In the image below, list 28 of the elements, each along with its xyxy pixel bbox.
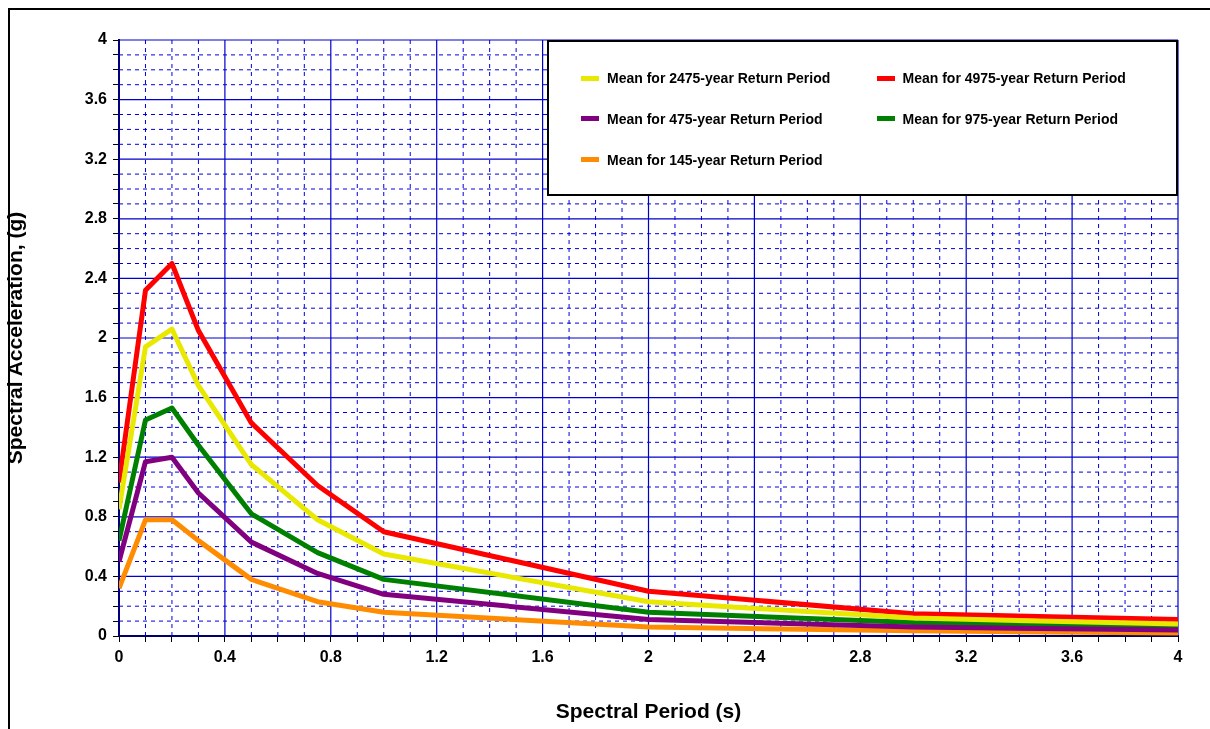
y-tick-label: 0.8 — [84, 507, 108, 525]
y-tick-label: 2 — [98, 328, 108, 346]
x-tick-label: 3.2 — [955, 648, 978, 666]
legend-label: Mean for 2475-year Return Period — [607, 70, 831, 87]
y-tick-label: 2.4 — [84, 268, 108, 286]
legend-label: Mean for 475-year Return Period — [607, 110, 823, 127]
y-tick-label: 2.8 — [84, 209, 108, 227]
x-tick-label: 2.8 — [849, 648, 872, 666]
x-tick-label: 2.4 — [743, 648, 766, 666]
x-tick-label: 3.6 — [1060, 648, 1084, 666]
y-tick-label: 1.6 — [84, 388, 108, 406]
y-tick-label: 0 — [98, 626, 108, 644]
x-tick-label: 0.8 — [319, 648, 343, 666]
x-tick-label: 0.4 — [213, 648, 237, 666]
y-tick-label: 3.6 — [84, 90, 108, 108]
legend-label: Mean for 975-year Return Period — [902, 110, 1119, 127]
x-axis-title: Spectral Period (s) — [555, 699, 742, 723]
x-tick-label: 4 — [1173, 648, 1183, 666]
y-tick-label: 3.2 — [84, 149, 108, 167]
x-tick-label: 1.6 — [531, 648, 554, 666]
y-tick-label: 0.4 — [84, 566, 108, 584]
x-tick-label: 1.2 — [425, 648, 448, 666]
y-tick-label: 1.2 — [84, 447, 108, 465]
legend-label: Mean for 145-year Return Period — [607, 151, 823, 168]
x-tick-label: 0 — [114, 648, 124, 666]
y-tick-label: 4 — [98, 30, 108, 48]
x-tick-label: 2 — [644, 648, 654, 666]
legend-label: Mean for 4975-year Return Period — [902, 70, 1126, 87]
